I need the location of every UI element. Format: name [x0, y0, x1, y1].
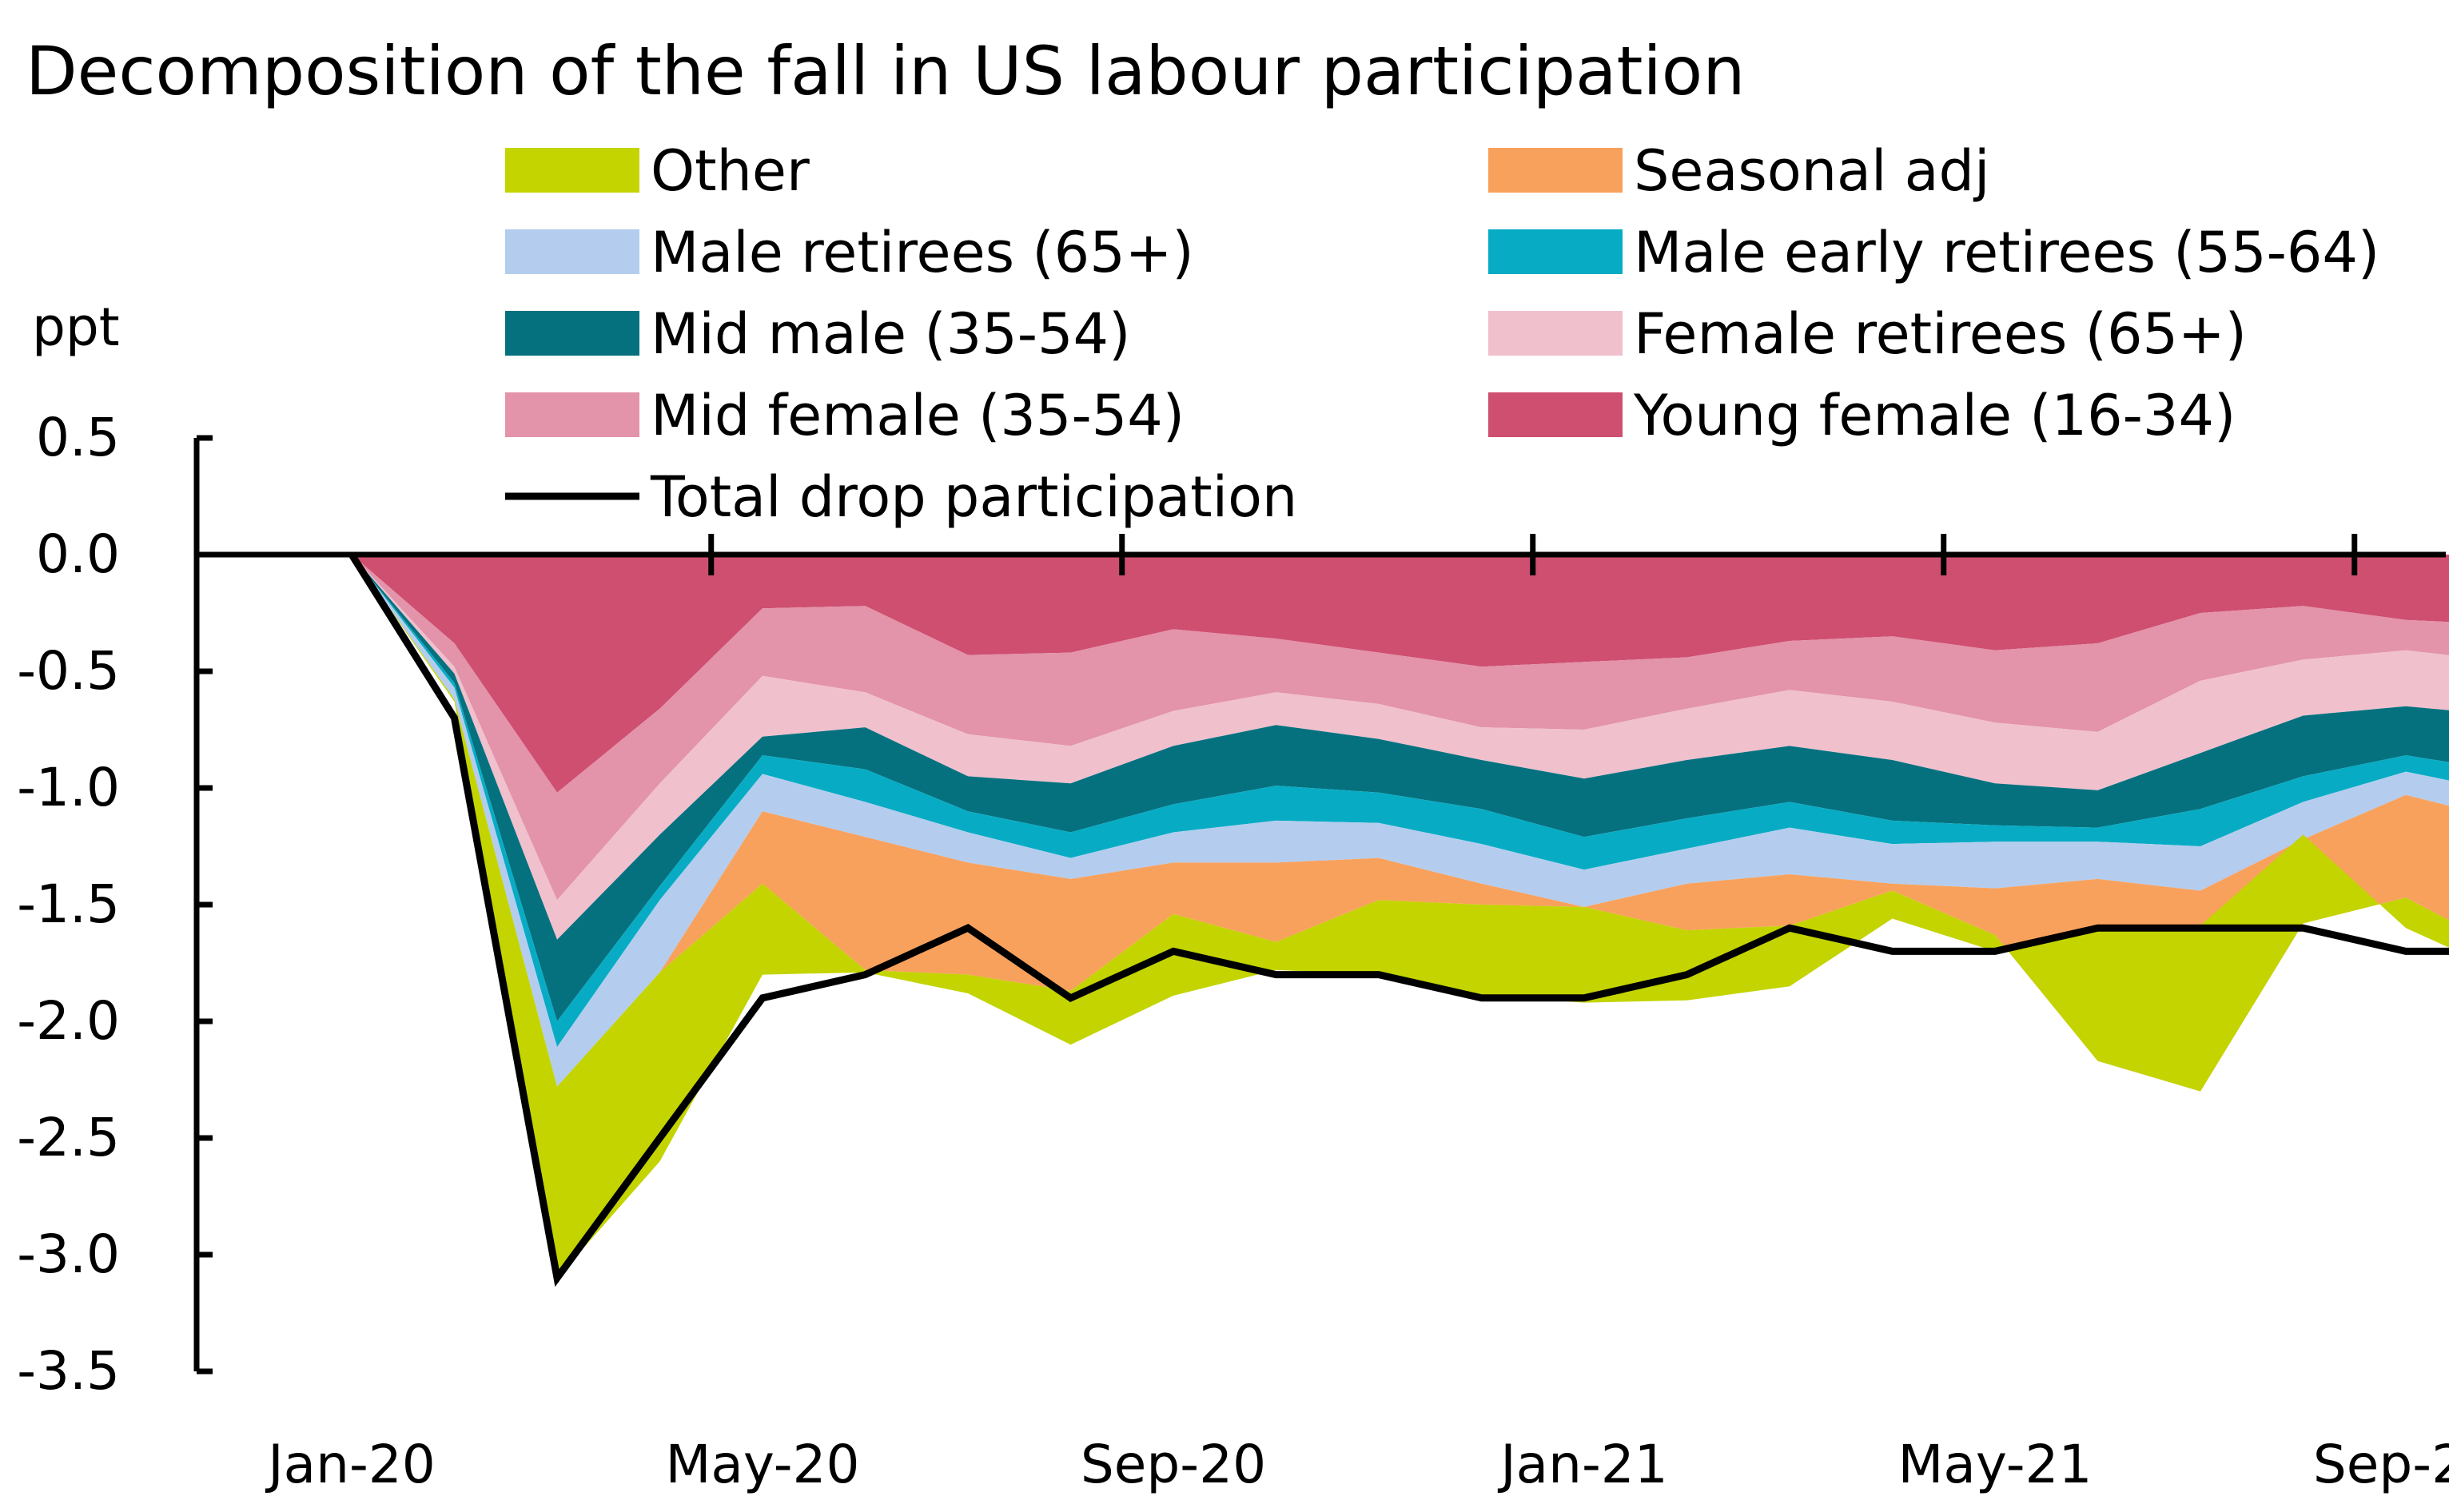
x-tick-label: Jan-21: [1497, 1434, 1668, 1495]
legend-label: Male retirees (65+): [651, 220, 1194, 285]
chart-title: Decomposition of the fall in US labour p…: [26, 32, 1745, 110]
area-mid-female-35-54: [352, 555, 2449, 901]
y-tick-label: -2.5: [17, 1107, 120, 1168]
y-tick-label: -3.0: [17, 1224, 120, 1285]
legend-swatch: [1488, 229, 1623, 274]
line-total-drop-participation: [348, 552, 2449, 1287]
legend-swatch: [505, 229, 639, 274]
legend-label: Mid male (35-54): [651, 301, 1130, 367]
y-tick-label: 0.5: [36, 407, 120, 468]
legend-swatch: [505, 148, 639, 193]
legend-label: Other: [651, 138, 810, 204]
area-seasonal-adj: [352, 555, 2449, 1092]
legend-item-young-female-16-34: Young female (16-34): [1488, 383, 2236, 448]
legend-label: Seasonal adj: [1634, 138, 1989, 204]
y-tick-label: -2.0: [17, 990, 120, 1052]
legend-item-mid-male-35-54: Mid male (35-54): [505, 301, 1130, 367]
legend-item-seasonal-adj: Seasonal adj: [1488, 138, 1989, 204]
legend-label: Mid female (35-54): [651, 383, 1185, 448]
legend-swatch: [505, 311, 639, 356]
y-tick-label: -1.0: [17, 757, 120, 818]
legend-label: Total drop participation: [650, 464, 1297, 530]
legend-label: Female retirees (65+): [1634, 301, 2247, 367]
legend-item-male-retirees-65: Male retirees (65+): [505, 220, 1194, 285]
legend-label: Young female (16-34): [1633, 383, 2236, 448]
y-tick-label: -1.5: [17, 873, 120, 935]
legend-item-total-drop-participation: Total drop participation: [505, 464, 1297, 530]
area-mid-male-35-54: [352, 555, 2449, 1021]
legend-label: Male early retirees (55-64): [1634, 220, 2379, 285]
y-axis-unit-label: ppt: [32, 296, 120, 358]
axes: 0.5 0.0 -0.5 -1.0 -1.5 -2.0 -2.5 -3.0 -3.5 Jan-20…: [17, 407, 2449, 1495]
legend-swatch: [1488, 392, 1623, 437]
legend-item-female-retirees-65: Female retirees (65+): [1488, 301, 2247, 367]
legend-item-mid-female-35-54: Mid female (35-54): [505, 383, 1185, 448]
x-tick-label: Jan-20: [265, 1434, 436, 1495]
legend-swatch: [505, 392, 639, 437]
y-tick-label: 0.0: [36, 523, 120, 585]
legend: Other Male retirees (65+) Mid male (35-54)…: [505, 138, 2379, 530]
legend-item-other: Other: [505, 138, 810, 204]
area-young-female-16-34: [352, 555, 2449, 793]
legend-swatch: [1488, 311, 1623, 356]
area-series-group: [352, 555, 2449, 1279]
area-female-retirees-65: [352, 555, 2449, 940]
line-series-group: [348, 552, 2449, 1287]
x-tick-label: May-21: [1897, 1434, 2092, 1495]
area-male-early-retirees-55-64: [352, 555, 2449, 1048]
x-tick-label: May-20: [665, 1434, 859, 1495]
legend-item-male-early-retirees-55-64: Male early retirees (55-64): [1488, 220, 2379, 285]
y-tick-label: -3.5: [17, 1340, 120, 1402]
legend-swatch: [1488, 148, 1623, 193]
y-tick-label: -0.5: [17, 640, 120, 702]
x-tick-label: Sep-21: [2313, 1434, 2449, 1495]
x-tick-label: Sep-20: [1081, 1434, 1266, 1495]
area-other: [352, 555, 2449, 1279]
